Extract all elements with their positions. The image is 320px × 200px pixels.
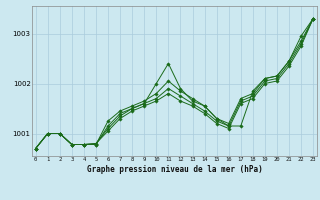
X-axis label: Graphe pression niveau de la mer (hPa): Graphe pression niveau de la mer (hPa) (86, 165, 262, 174)
